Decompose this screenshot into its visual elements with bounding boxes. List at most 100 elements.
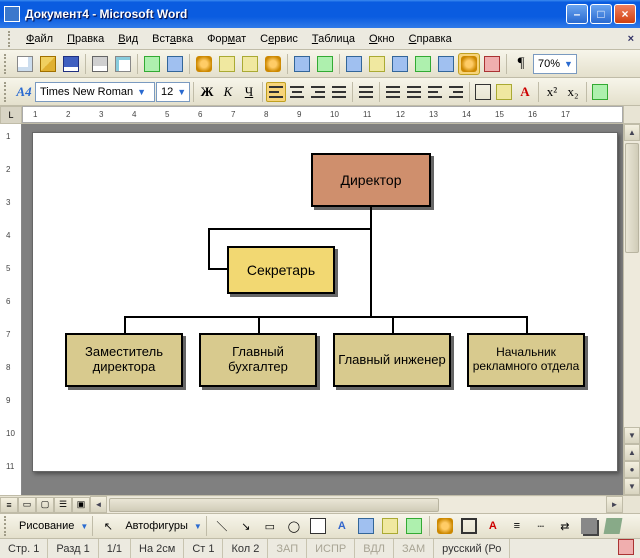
line-button[interactable]: ＼ <box>211 515 233 537</box>
outdent-button[interactable] <box>425 82 445 102</box>
docmap-button[interactable] <box>481 53 503 75</box>
org-node-marketing[interactable]: Начальник рекламного отдела <box>467 333 585 387</box>
align-left-button[interactable] <box>266 82 286 102</box>
picture-button[interactable] <box>403 515 425 537</box>
hscroll-left-button[interactable]: ◄ <box>90 496 107 513</box>
menu-window[interactable]: Окно <box>363 31 401 47</box>
page[interactable]: Директор Секретарь Заместитель директора Гл… <box>32 132 618 472</box>
menu-view[interactable]: Вид <box>112 31 144 47</box>
scroll-track[interactable] <box>624 141 640 427</box>
italic-button[interactable]: К <box>218 82 238 102</box>
fill-color-button[interactable] <box>434 515 456 537</box>
show-marks-button[interactable]: ¶ <box>510 53 532 75</box>
diagram-button[interactable] <box>355 515 377 537</box>
format-painter-button[interactable] <box>262 53 284 75</box>
undo-button[interactable] <box>291 53 313 75</box>
minimize-button[interactable]: – <box>566 4 588 24</box>
paste-button[interactable] <box>239 53 261 75</box>
status-rev[interactable]: ИСПР <box>307 539 355 558</box>
hscroll-right-button[interactable]: ► <box>606 496 623 513</box>
style-button[interactable]: A4 <box>14 82 34 102</box>
org-node-secretary[interactable]: Секретарь <box>227 246 335 294</box>
status-rec[interactable]: ЗАП <box>268 539 307 558</box>
copy-button[interactable] <box>216 53 238 75</box>
indent-button[interactable] <box>446 82 466 102</box>
wordart-button[interactable]: A <box>331 515 353 537</box>
dash-style-button[interactable]: ┄ <box>530 515 552 537</box>
bold-button[interactable]: Ж <box>197 82 217 102</box>
autoshapes-button[interactable]: Автофигуры <box>121 520 192 532</box>
status-ovr[interactable]: ЗАМ <box>394 539 434 558</box>
org-node-deputy[interactable]: Заместитель директора <box>65 333 183 387</box>
research-button[interactable] <box>164 53 186 75</box>
mdi-close-icon[interactable]: × <box>628 33 634 45</box>
font-color-button[interactable]: A <box>515 82 535 102</box>
menu-handle[interactable] <box>8 31 14 47</box>
org-node-director[interactable]: Директор <box>311 153 431 207</box>
insert-excel-button[interactable] <box>412 53 434 75</box>
normal-view-button[interactable]: ≡ <box>0 497 18 513</box>
align-center-button[interactable] <box>287 82 307 102</box>
zoom-select[interactable]: 70% ▼ <box>533 54 577 74</box>
arrow-button[interactable]: ↘ <box>235 515 257 537</box>
redo-button[interactable] <box>314 53 336 75</box>
print-layout-button[interactable]: ▢ <box>36 497 54 513</box>
font-family-select[interactable]: Times New Roman ▼ <box>35 82 155 102</box>
line-color-button[interactable] <box>458 515 480 537</box>
scroll-up-button[interactable]: ▲ <box>624 124 640 141</box>
borders-button[interactable] <box>473 82 493 102</box>
align-right-button[interactable] <box>308 82 328 102</box>
hscroll-thumb[interactable] <box>109 498 439 512</box>
arrow-style-button[interactable]: ⇄ <box>554 515 576 537</box>
document-area[interactable]: Директор Секретарь Заместитель директора Гл… <box>22 124 623 495</box>
open-button[interactable] <box>37 53 59 75</box>
outline-view-button[interactable]: ☰ <box>54 497 72 513</box>
three-d-button[interactable] <box>602 515 624 537</box>
spellcheck-button[interactable] <box>141 53 163 75</box>
draw-menu-button[interactable]: Рисование <box>15 520 78 532</box>
shadow-button[interactable] <box>578 515 600 537</box>
bulleted-list-button[interactable] <box>404 82 424 102</box>
print-button[interactable] <box>89 53 111 75</box>
scroll-down-button[interactable]: ▼ <box>624 427 640 444</box>
menu-format[interactable]: Формат <box>201 31 252 47</box>
close-button[interactable]: × <box>614 4 636 24</box>
vertical-scrollbar[interactable]: ▲ ▼ ▲ ● ▼ <box>623 124 640 495</box>
select-objects-button[interactable]: ↖ <box>97 515 119 537</box>
superscript-button[interactable]: x² <box>542 82 562 102</box>
font-color-button-2[interactable]: A <box>482 515 504 537</box>
numbered-list-button[interactable] <box>383 82 403 102</box>
new-doc-button[interactable] <box>14 53 36 75</box>
clipart-button[interactable] <box>379 515 401 537</box>
book-icon[interactable] <box>618 539 634 558</box>
insert-table-button[interactable] <box>389 53 411 75</box>
hyperlink-button[interactable] <box>343 53 365 75</box>
print-preview-button[interactable] <box>112 53 134 75</box>
org-node-engineer[interactable]: Главный инженер <box>333 333 451 387</box>
line-style-button[interactable]: ≡ <box>506 515 528 537</box>
maximize-button[interactable]: □ <box>590 4 612 24</box>
menu-edit[interactable]: Правка <box>61 31 110 47</box>
align-justify-button[interactable] <box>329 82 349 102</box>
prev-page-button[interactable]: ▲ <box>624 444 640 461</box>
line-spacing-button[interactable] <box>356 82 376 102</box>
menu-help[interactable]: Справка <box>403 31 458 47</box>
vertical-ruler[interactable]: 1234567891011 <box>0 124 22 495</box>
menu-table[interactable]: Таблица <box>306 31 361 47</box>
cut-button[interactable] <box>193 53 215 75</box>
horizontal-ruler[interactable]: 1234567891011121314151617 <box>22 106 623 123</box>
next-page-button[interactable]: ▼ <box>624 478 640 495</box>
rectangle-button[interactable]: ▭ <box>259 515 281 537</box>
oval-button[interactable]: ◯ <box>283 515 305 537</box>
columns-button[interactable] <box>435 53 457 75</box>
save-button[interactable] <box>60 53 82 75</box>
scroll-thumb[interactable] <box>625 143 639 253</box>
org-node-accountant[interactable]: Главный бухгалтер <box>199 333 317 387</box>
menu-file[interactable]: Файл <box>20 31 59 47</box>
toolbar-handle[interactable] <box>4 54 10 74</box>
toggle-case-button[interactable] <box>590 82 610 102</box>
menu-insert[interactable]: Вставка <box>146 31 199 47</box>
web-view-button[interactable]: ▭ <box>18 497 36 513</box>
drawing-button[interactable] <box>458 53 480 75</box>
reading-view-button[interactable]: ▣ <box>72 497 90 513</box>
